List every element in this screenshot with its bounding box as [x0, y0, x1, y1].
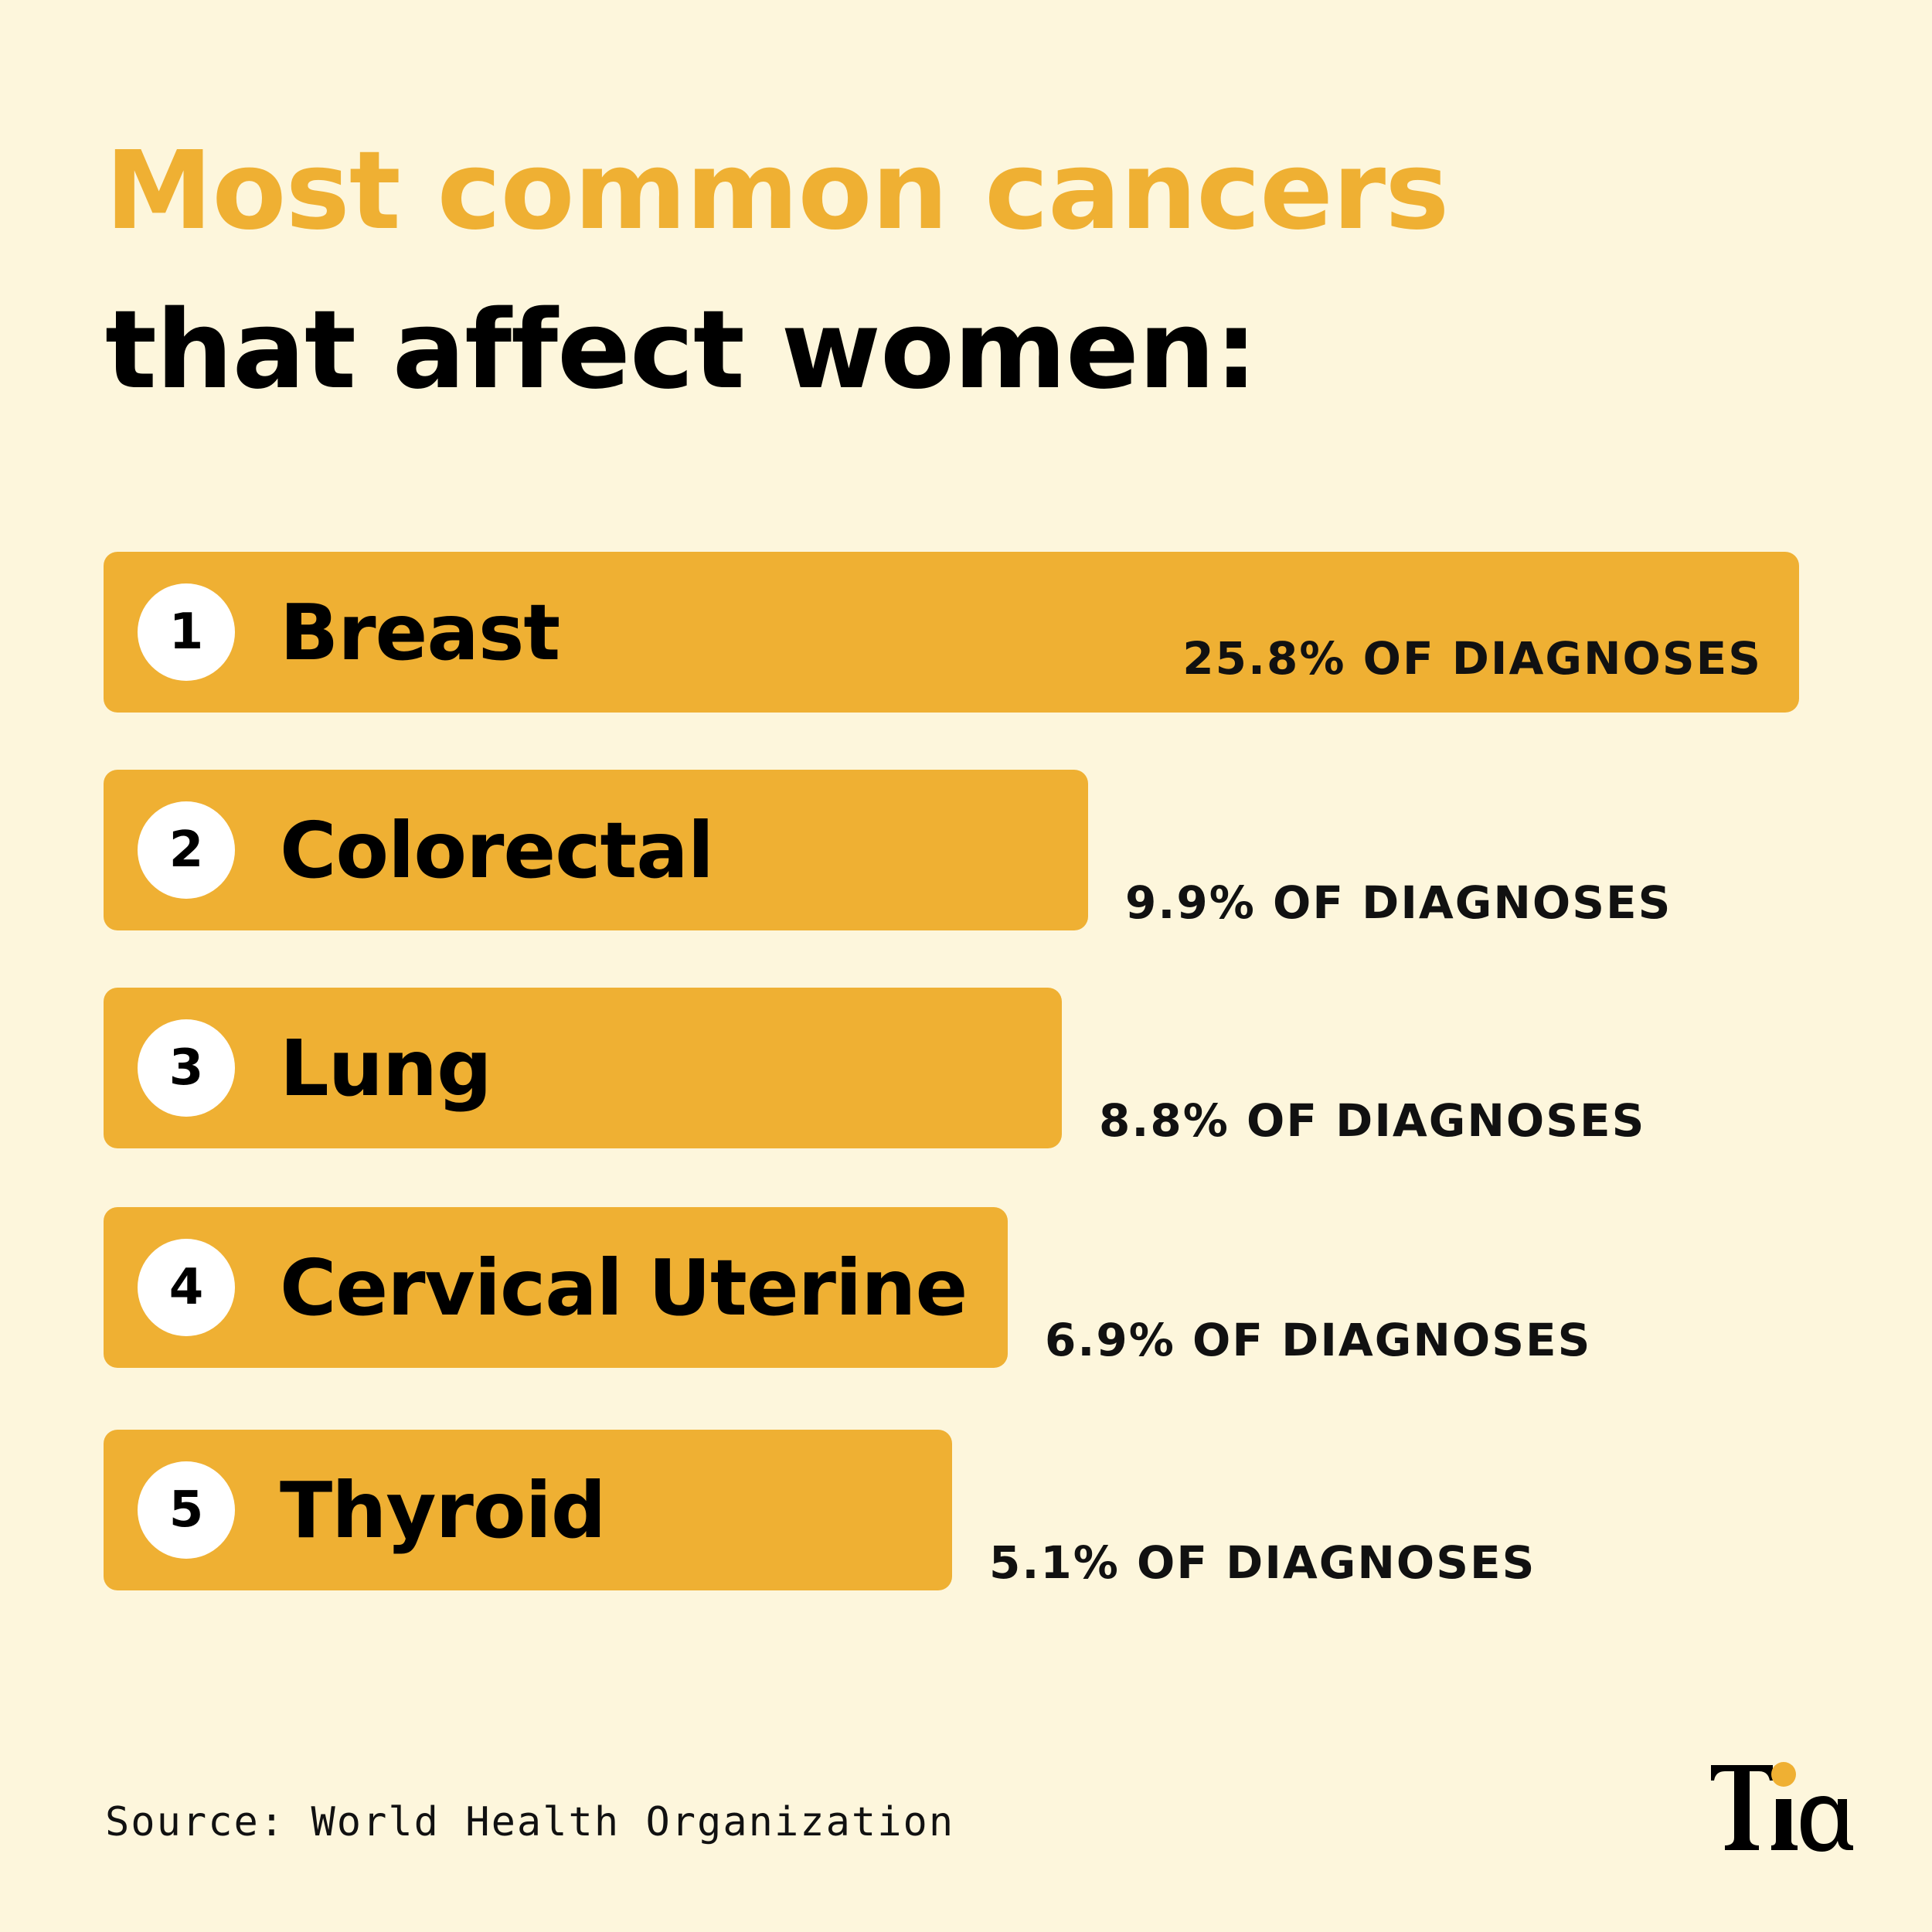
title-line-2: that affect women: [105, 287, 1258, 413]
bar-2 [104, 770, 1088, 930]
value-label-2: 9.9% OF DIAGNOSES [1125, 876, 1672, 929]
rank-badge-1: 1 [138, 583, 235, 681]
rank-badge-5: 5 [138, 1461, 235, 1559]
value-label-3: 8.8% OF DIAGNOSES [1099, 1094, 1646, 1147]
tia-logo [1711, 1762, 1853, 1852]
source-note: Source: World Health Organization [105, 1799, 955, 1845]
value-label-1: 25.8% OF DIAGNOSES [1182, 632, 1762, 685]
value-label-4: 6.9% OF DIAGNOSES [1045, 1314, 1592, 1366]
cancer-label-4: Cervical Uterine [280, 1243, 968, 1333]
cancer-label-5: Thyroid [280, 1465, 606, 1556]
bar-1 [104, 552, 1799, 713]
bar-5 [104, 1430, 952, 1590]
title-line-1: Most common cancers [105, 128, 1449, 254]
value-label-5: 5.1% OF DIAGNOSES [989, 1536, 1536, 1589]
cancer-label-1: Breast [280, 587, 560, 678]
rank-badge-3: 3 [138, 1019, 235, 1117]
bar-3 [104, 988, 1062, 1148]
rank-badge-2: 2 [138, 801, 235, 899]
rank-badge-4: 4 [138, 1239, 235, 1336]
cancer-label-3: Lung [280, 1023, 492, 1114]
cancer-label-2: Colorectal [280, 805, 714, 896]
bar-4 [104, 1207, 1008, 1368]
